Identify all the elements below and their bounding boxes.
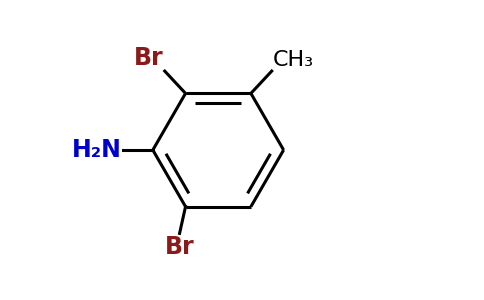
Text: CH₃: CH₃ [273,50,314,70]
Text: Br: Br [134,46,163,70]
Text: H₂N: H₂N [72,138,121,162]
Text: Br: Br [165,235,195,259]
